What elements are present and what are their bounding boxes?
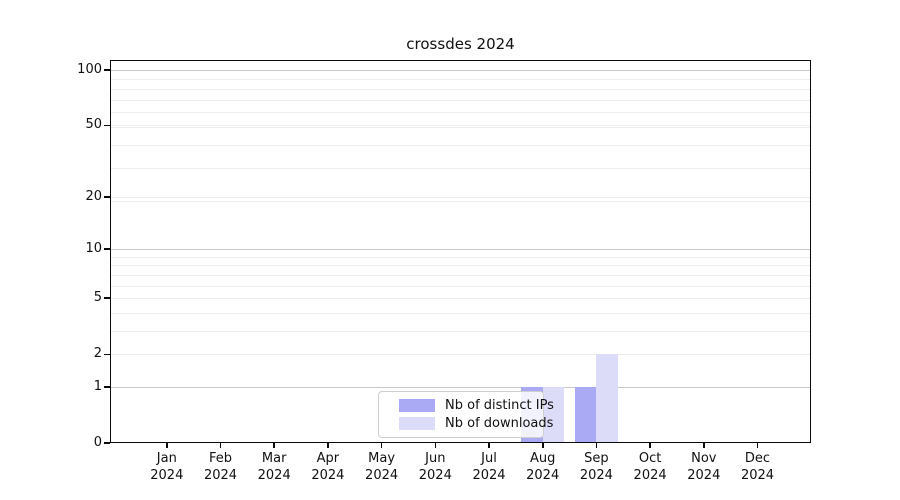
x-tick <box>649 443 651 448</box>
plot-area <box>110 60 811 443</box>
y-tick-label: 2 <box>93 346 102 362</box>
gridline-minor <box>110 126 811 128</box>
y-tick <box>104 69 110 71</box>
bar-sep-distinct-ips <box>574 387 597 443</box>
y-tick <box>104 196 110 198</box>
y-tick-label: 1 <box>93 379 102 394</box>
x-tick-label: Nov 2024 <box>687 451 721 483</box>
gridline-minor <box>110 298 811 300</box>
y-tick <box>104 353 110 355</box>
gridline-minor <box>110 354 811 356</box>
gridline-minor <box>110 312 811 314</box>
y-tick-label: 5 <box>93 290 102 306</box>
gridline-major <box>110 249 811 251</box>
x-tick-label: Jan 2024 <box>150 451 184 483</box>
legend-item-downloads: Nb of downloads <box>399 416 553 431</box>
legend-label-distinct-ips: Nb of distinct IPs <box>445 398 554 413</box>
x-tick <box>595 443 598 448</box>
legend-label-downloads: Nb of downloads <box>445 416 554 431</box>
x-tick <box>488 443 490 448</box>
gridline-major <box>110 387 811 388</box>
x-tick <box>756 443 759 448</box>
gridline-minor <box>110 144 811 146</box>
gridline-minor <box>110 88 811 90</box>
x-tick-label: Jul 2024 <box>472 451 506 483</box>
axes-frame <box>110 60 811 443</box>
legend: Nb of distinct IPs Nb of downloads <box>378 391 554 438</box>
y-tick <box>104 442 110 444</box>
x-tick-label: Feb 2024 <box>203 451 238 483</box>
x-tick-label: Sep 2024 <box>579 451 613 483</box>
gridline-minor <box>110 79 811 81</box>
gridline-major <box>110 70 811 71</box>
x-tick <box>703 443 705 448</box>
x-tick <box>166 443 168 448</box>
x-tick <box>380 443 383 448</box>
x-tick <box>219 443 222 448</box>
legend-item-distinct-ips: Nb of distinct IPs <box>399 398 554 413</box>
bar-sep-downloads <box>596 354 618 443</box>
gridline-minor <box>110 168 811 170</box>
chart-title: crossdes 2024 <box>406 35 515 53</box>
x-tick-label: Jun 2024 <box>418 451 452 483</box>
x-tick-label: Apr 2024 <box>311 451 345 483</box>
x-tick <box>542 443 544 448</box>
gridline-minor <box>110 99 811 101</box>
x-tick <box>273 443 275 448</box>
gridline-minor <box>110 125 811 127</box>
x-tick-label: Mar 2024 <box>257 451 291 483</box>
gridline-minor <box>110 285 811 287</box>
gridline-minor <box>110 265 811 267</box>
y-tick-label: 10 <box>85 241 102 257</box>
downloads-swatch <box>399 417 435 430</box>
bar-aug-downloads <box>542 387 565 443</box>
gridline-minor <box>110 112 811 114</box>
y-tick <box>104 297 110 299</box>
x-tick-label: Dec 2024 <box>740 451 775 483</box>
y-tick-label: 50 <box>85 117 102 133</box>
gridline-minor <box>110 256 811 258</box>
y-tick-label: 20 <box>85 188 102 204</box>
gridline-minor <box>110 200 811 202</box>
x-tick <box>327 443 329 448</box>
gridline-minor <box>110 274 811 276</box>
x-tick-label: May 2024 <box>365 451 399 483</box>
distinct-ips-swatch <box>399 399 435 412</box>
y-tick <box>104 386 110 388</box>
x-tick-label: Aug 2024 <box>526 451 560 483</box>
y-tick <box>104 248 110 250</box>
x-tick <box>434 443 437 448</box>
gridline-minor <box>110 196 811 198</box>
y-tick-label: 0 <box>93 435 102 450</box>
x-tick-label: Oct 2024 <box>633 451 667 483</box>
y-tick <box>104 124 110 126</box>
y-tick-label: 100 <box>77 62 102 77</box>
gridline-minor <box>110 331 811 332</box>
